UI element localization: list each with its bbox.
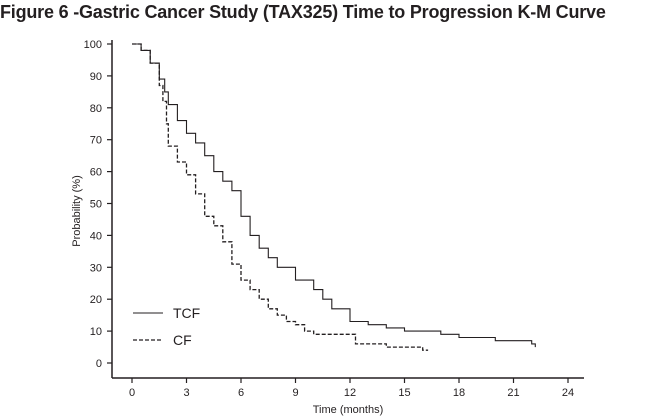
x-tick-label: 12 (344, 387, 356, 399)
x-tick-label: 18 (453, 387, 465, 399)
x-tick-label: 21 (507, 387, 519, 399)
legend-label-cf: CF (173, 332, 192, 348)
y-tick-label: 50 (90, 199, 102, 211)
y-axis-label: Probability (%) (71, 175, 83, 247)
y-tick-label: 90 (90, 71, 102, 83)
series-line-tcf (132, 43, 536, 348)
y-ticks: 0 10 20 30 40 50 60 70 80 90 100 (84, 39, 112, 370)
legend: TCF CF (133, 305, 200, 348)
y-tick-label: 60 (90, 167, 102, 179)
x-ticks: 0 3 6 9 12 15 18 21 24 (129, 378, 574, 399)
x-tick-label: 24 (562, 387, 574, 399)
x-tick-label: 0 (129, 387, 135, 399)
legend-label-tcf: TCF (173, 305, 200, 321)
y-tick-label: 0 (96, 358, 102, 370)
y-tick-label: 10 (90, 326, 102, 338)
x-tick-label: 9 (292, 387, 298, 399)
series-line-cf (132, 43, 429, 351)
axes: 0 3 6 9 12 15 18 21 24 0 10 20 30 40 50 60 70 80 90 100 (84, 39, 584, 399)
y-tick-label: 80 (90, 103, 102, 115)
x-tick-label: 6 (238, 387, 244, 399)
y-tick-label: 100 (84, 39, 102, 51)
y-tick-label: 30 (90, 262, 102, 274)
y-tick-label: 20 (90, 294, 102, 306)
y-tick-label: 40 (90, 230, 102, 242)
series-layer (132, 43, 536, 351)
y-tick-label: 70 (90, 135, 102, 147)
x-tick-label: 15 (398, 387, 410, 399)
x-tick-label: 3 (183, 387, 189, 399)
chart-title: Figure 6 -Gastric Cancer Study (TAX325) … (0, 2, 606, 22)
x-axis-label: Time (months) (313, 404, 384, 416)
